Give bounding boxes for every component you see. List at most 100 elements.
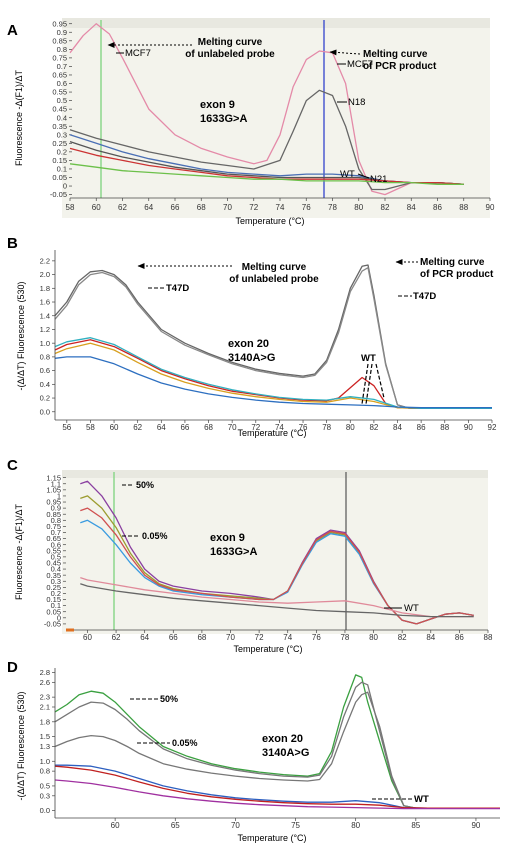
y-tick-label-b: 0.0 [40,407,50,416]
series-line-d-trace-6 [54,779,500,810]
y-tick-label-a: -0.05 [50,190,67,199]
plot-header-c [62,470,488,478]
panel-a: A Fluorescence -Δ(F1)/ΔT Temperature (°C… [7,18,495,226]
y-tick-label-c: 0.65 [46,534,61,543]
x-tick-label-c: 60 [83,633,92,642]
x-tick-label-c: 74 [283,633,292,642]
x-tick-label-a: 58 [66,203,75,212]
x-tick-label-b: 86 [417,423,426,432]
mutation-label-d: 3140A>G [262,747,309,759]
x-tick-label-a: 88 [459,203,468,212]
axis-ticks-a: 58 60 62 64 66 68 70 72 74 76 78 80 82 84 86 88 900.950.… [50,19,495,212]
series-line-c-trace-6 [80,583,474,618]
y-tick-label-c: 0.4 [51,565,61,574]
x-tick-label-b: 70 [228,423,237,432]
y-tick-label-a: 0.3 [57,130,67,139]
label-t47d-left-b: T47D [166,283,189,294]
x-tick-label-b: 82 [369,423,378,432]
label-wt-d: WT [414,794,429,805]
y-tick-label-c: 1.05 [46,485,61,494]
y-tick-label-a: 0.05 [52,173,67,182]
x-tick-label-b: 72 [251,423,260,432]
x-tick-label-a: 86 [433,203,442,212]
y-tick-label-c: 0.35 [46,571,61,580]
x-tick-label-b: 78 [322,423,331,432]
panel-letter-a: A [7,22,18,39]
x-tick-label-c: 80 [369,633,378,642]
y-tick-label-a: 0.8 [57,45,67,54]
series-group-c [80,480,474,625]
y-tick-label-c: 1.1 [51,479,61,488]
y-tick-label-a: 0.35 [52,122,67,131]
y-tick-label-d: 0.0 [40,806,50,815]
x-tick-label-a: 74 [276,203,285,212]
x-tick-label-a: 90 [486,203,495,212]
x-tick-label-d: 75 [291,821,300,830]
x-tick-label-b: 84 [393,423,402,432]
x-tick-label-c: 84 [426,633,435,642]
y-tick-label-d: 1.0 [40,757,50,766]
series-group-b [54,264,492,409]
panel-letter-c: C [7,457,18,474]
x-tick-label-b: 68 [204,423,213,432]
x-tick-label-a: 60 [92,203,101,212]
x-tick-label-d: 85 [411,821,420,830]
x-tick-label-b: 92 [488,423,497,432]
x-tick-label-b: 64 [157,423,166,432]
series-group-d [54,674,500,810]
y-tick-label-c: 1.15 [46,473,61,482]
y-tick-label-a: 0.2 [57,147,67,156]
x-tick-label-c: 68 [197,633,206,642]
axis-ticks-b: 56 58 60 62 64 66 68 70 72 74 76 78 80 82 84 86 88 90 92 2.… [40,256,497,432]
series-line-c-0-05- [80,507,474,625]
x-tick-label-c: 66 [169,633,178,642]
y-tick-label-a: 0.45 [52,105,67,114]
y-tick-label-c: 0.85 [46,510,61,519]
panel-d: D -(Δ/ΔT) Fluorescence (530) Temperature… [7,659,500,843]
x-tick-label-a: 76 [302,203,311,212]
y-tick-label-d: 0.5 [40,782,50,791]
y-tick-label-b: 0.8 [40,352,50,361]
x-tick-label-b: 62 [133,423,142,432]
y-tick-label-a: 0 [63,182,67,191]
x-tick-label-d: 90 [471,821,480,830]
x-tick-label-a: 62 [118,203,127,212]
x-tick-label-b: 66 [180,423,189,432]
arrow-pcr-a [329,49,361,56]
y-tick-label-c: 0.5 [51,552,61,561]
exon-label-d: exon 20 [262,733,303,745]
x-tick-label-b: 58 [86,423,95,432]
y-tick-label-a: 0.5 [57,96,67,105]
x-tick-label-c: 62 [112,633,121,642]
y-tick-label-b: 1.8 [40,284,50,293]
y-tick-label-c: 0.45 [46,559,61,568]
y-tick-label-a: 0.25 [52,139,67,148]
x-tick-label-a: 80 [354,203,363,212]
y-tick-label-a: 0.9 [57,28,67,37]
label-low-d: 0.05% [172,738,198,748]
label-mcf7-left-a: MCF7 [125,48,151,59]
y-tick-label-b: 1.6 [40,298,50,307]
x-tick-label-a: 64 [144,203,153,212]
annotation-probe-line1-b: Melting curve [242,262,307,273]
series-line-a-mcf7 [69,23,464,196]
x-tick-label-c: 70 [226,633,235,642]
label-mcf7-right-a: MCF7 [347,59,373,70]
panel-c: C Fluorescence -Δ(F1)/ΔT Temperature (°C… [7,457,493,654]
y-tick-label-b: 1.0 [40,339,50,348]
x-tick-label-d: 80 [351,821,360,830]
annotation-probe-line1-a: Melting curve [198,37,263,48]
y-tick-label-a: 0.7 [57,62,67,71]
label-n18-a: N18 [348,97,365,108]
label-wt-a: WT [340,169,355,180]
x-axis-label-b: Temperature (°C) [237,428,306,438]
y-tick-label-c: 0.55 [46,546,61,555]
x-tick-label-c: 72 [255,633,264,642]
y-tick-label-d: 1.8 [40,717,50,726]
label-n21-a: N21 [370,174,387,185]
x-axis-label-a: Temperature (°C) [235,216,304,226]
x-tick-label-a: 72 [249,203,258,212]
plot-background-d [55,668,500,818]
mutation-label-b: 3140A>G [228,352,275,364]
x-tick-label-a: 66 [171,203,180,212]
